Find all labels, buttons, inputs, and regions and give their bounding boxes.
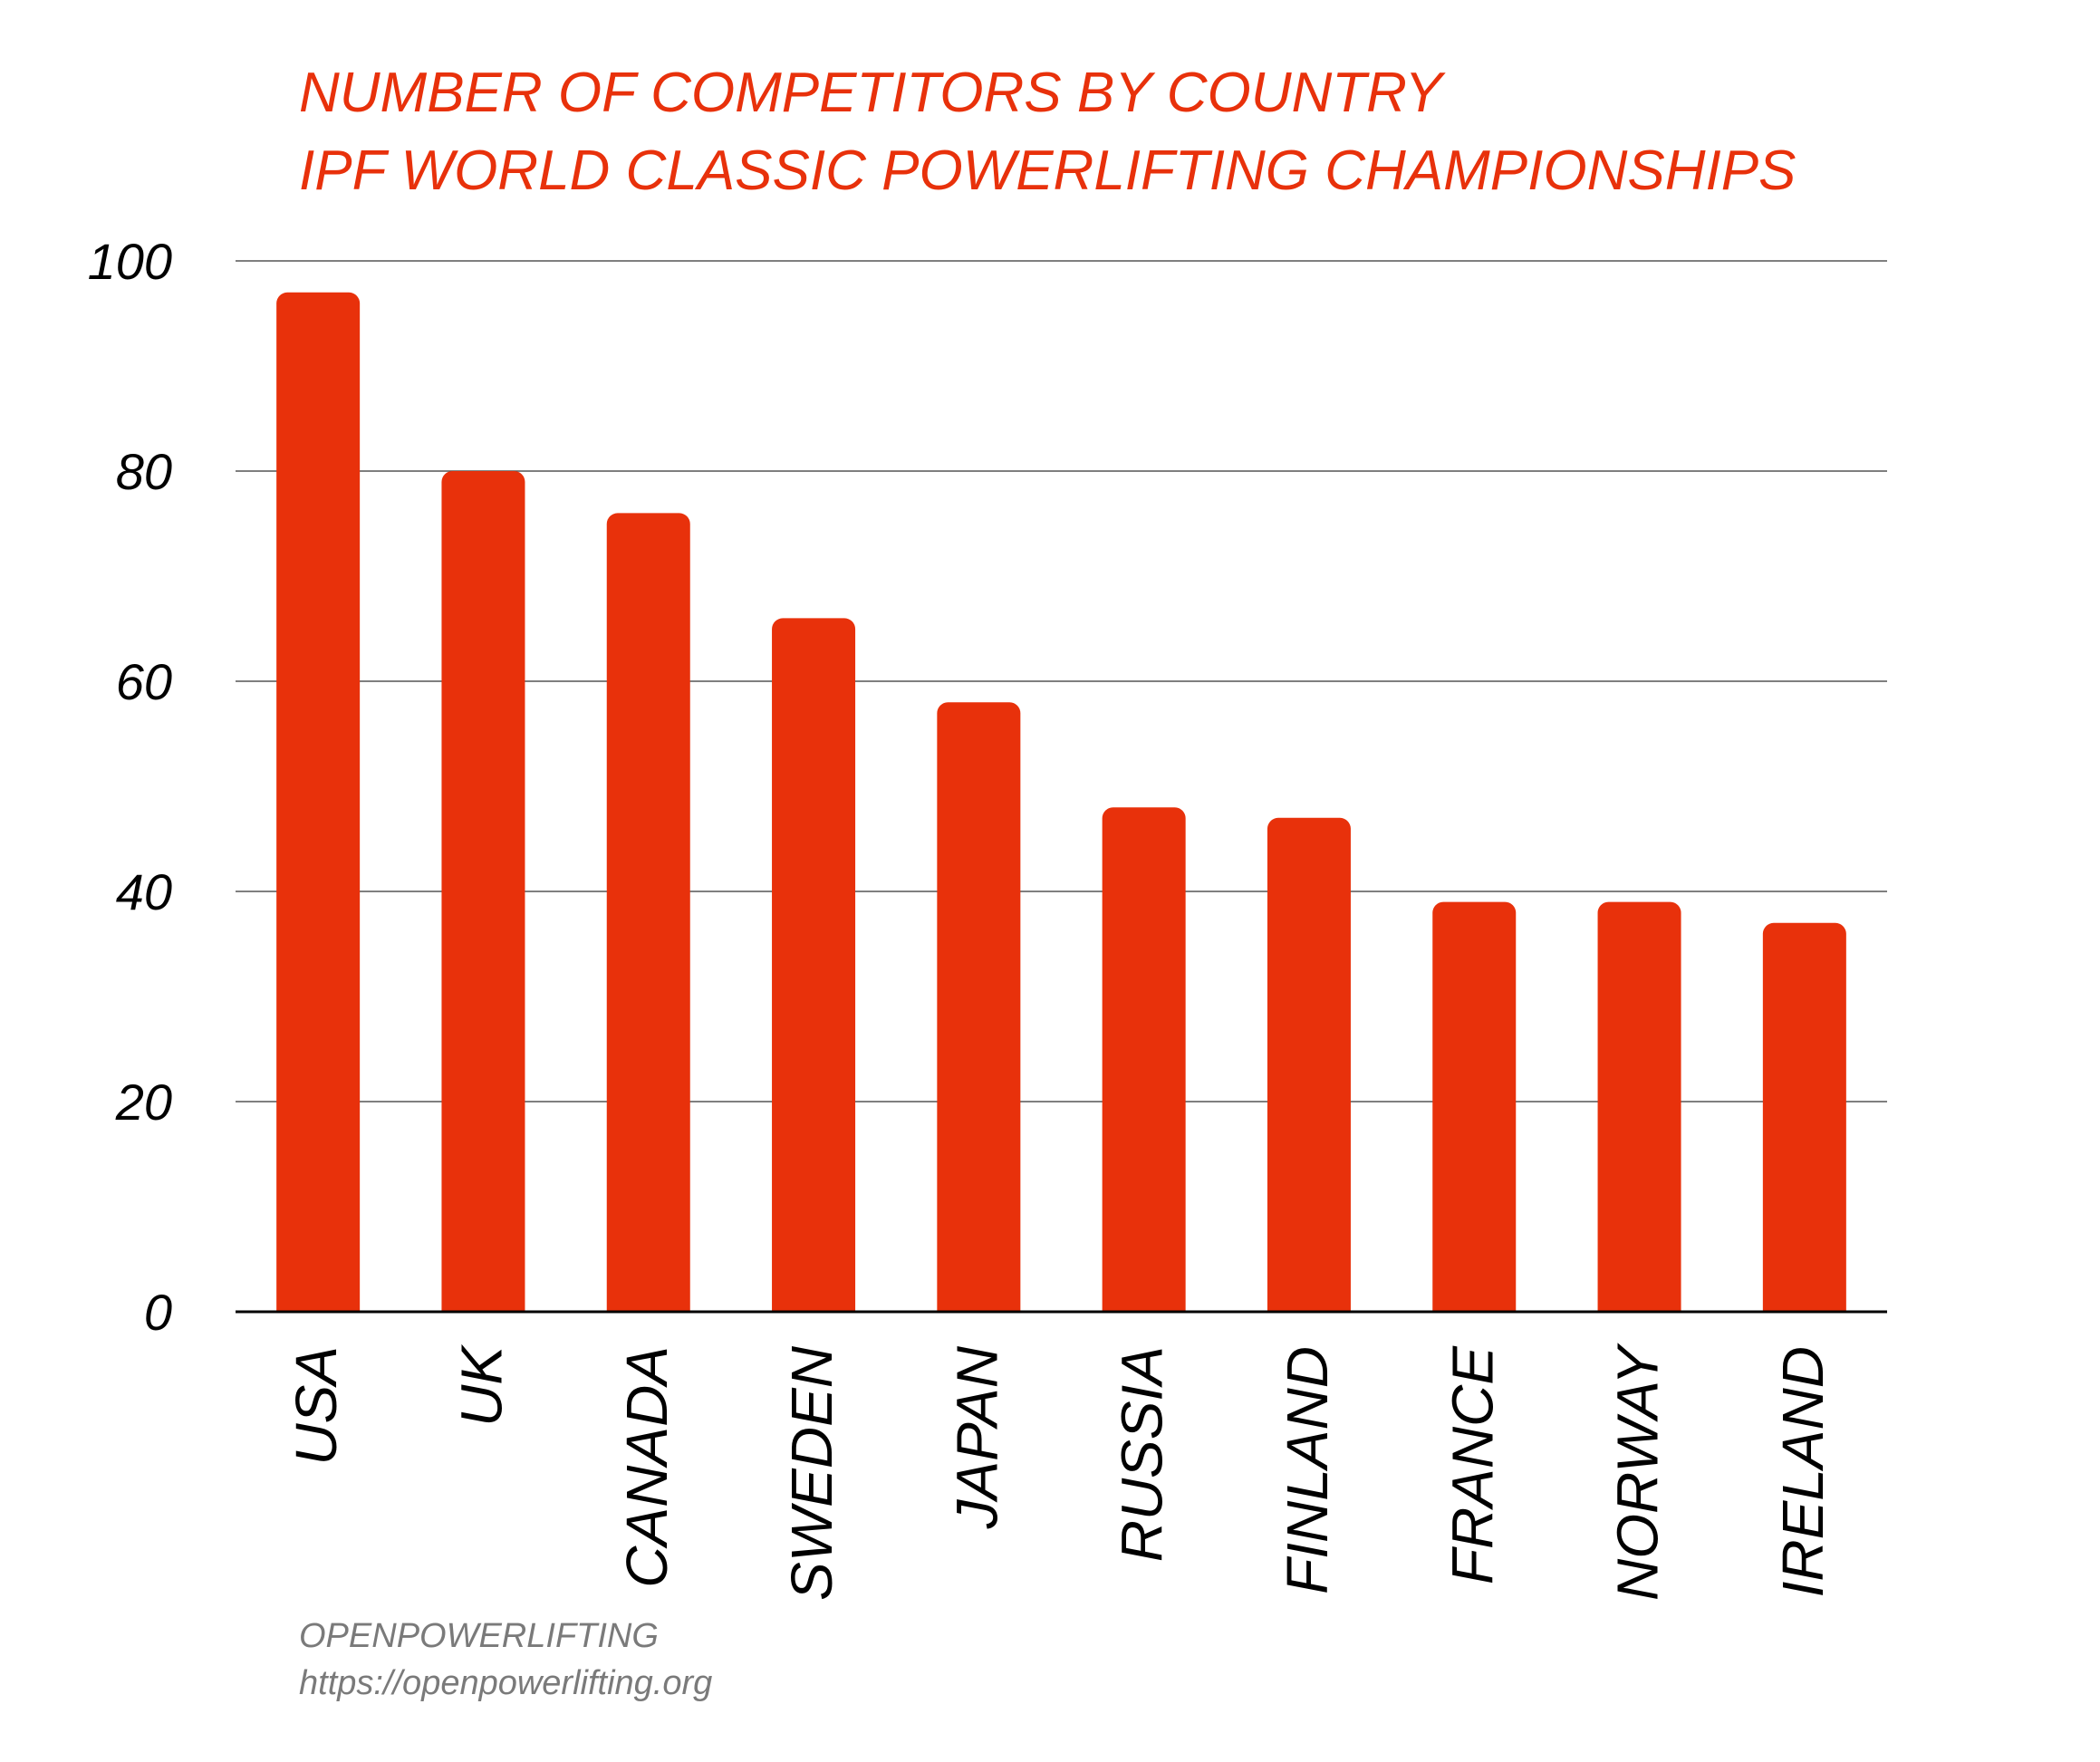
x-tick-label-japan: JAPAN — [944, 1345, 1009, 1529]
bar-japan — [937, 702, 1021, 1323]
chart-title-line-2: IPF WORLD CLASSIC POWERLIFTING CHAMPIONS… — [299, 140, 1797, 202]
bars — [276, 292, 1846, 1323]
bar-ireland — [1762, 922, 1846, 1323]
x-tick-label-ireland: IRELAND — [1770, 1346, 1835, 1597]
y-tick-label-80: 80 — [116, 443, 172, 500]
bar-uk — [441, 471, 525, 1323]
bar-finland — [1267, 817, 1351, 1323]
bar-usa — [276, 292, 361, 1323]
x-axis-tick-labels: USA UK CANADA SWEDEN JAPAN RUSSIA FINLAND FRANC… — [284, 1343, 1835, 1601]
chart-title-line-1: NUMBER OF COMPETITORS BY COUNTRY — [299, 62, 1442, 124]
bar-russia — [1102, 807, 1186, 1323]
chart-title: NUMBER OF COMPETITORS BY COUNTRY IPF WOR… — [299, 54, 1796, 210]
baseline-mask — [231, 1313, 1892, 1331]
x-tick-label-uk: UK — [448, 1343, 514, 1427]
source-url[interactable]: https://openpowerlifting.org — [299, 1664, 713, 1702]
bar-sweden — [772, 618, 856, 1323]
x-tick-label-norway: NORWAY — [1605, 1343, 1671, 1601]
bar-canada — [606, 513, 690, 1323]
bar-norway — [1597, 901, 1681, 1323]
y-tick-label-60: 60 — [116, 653, 172, 710]
source-credit: OPENPOWERLIFTING https://openpowerliftin… — [299, 1613, 712, 1707]
x-axis — [231, 1310, 1892, 1331]
y-tick-label-40: 40 — [116, 863, 172, 920]
y-tick-label-20: 20 — [115, 1074, 172, 1131]
x-tick-label-russia: RUSSIA — [1110, 1346, 1175, 1562]
y-tick-label-0: 0 — [144, 1284, 172, 1341]
x-tick-label-canada: CANADA — [614, 1346, 679, 1588]
x-tick-label-usa: USA — [284, 1346, 349, 1466]
source-name: OPENPOWERLIFTING — [299, 1617, 659, 1655]
y-axis-tick-labels: 0 20 40 60 80 100 — [88, 233, 172, 1341]
x-tick-label-france: FRANCE — [1440, 1345, 1505, 1584]
x-tick-label-finland: FINLAND — [1275, 1346, 1340, 1594]
x-tick-label-sweden: SWEDEN — [779, 1345, 844, 1601]
y-tick-label-100: 100 — [88, 233, 172, 290]
bar-france — [1432, 901, 1517, 1323]
